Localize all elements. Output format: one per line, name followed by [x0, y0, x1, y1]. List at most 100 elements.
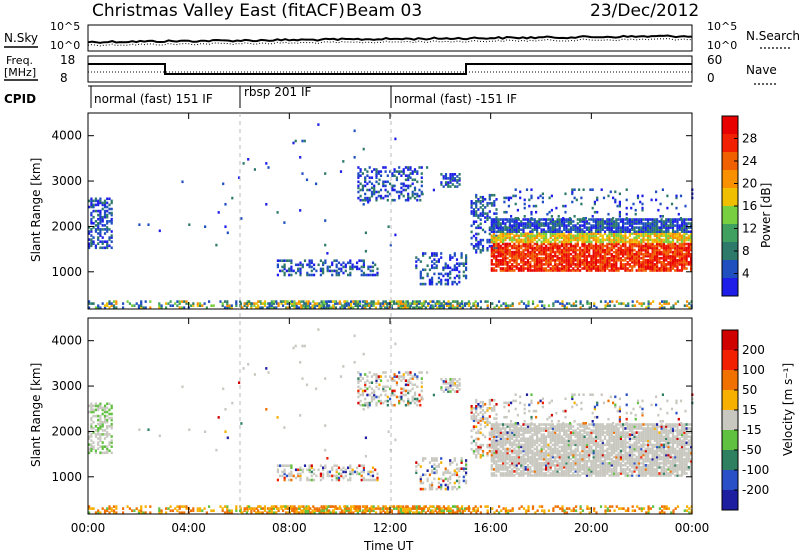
power-cell: [651, 220, 654, 223]
power-cell: [617, 248, 620, 252]
power-cell: [642, 302, 646, 305]
power-cell: [551, 228, 554, 231]
power-cell: [609, 190, 612, 194]
power-cell: [567, 230, 570, 233]
power-cell: [524, 240, 527, 244]
power-cell: [340, 306, 344, 309]
power-cell: [599, 220, 602, 223]
velocity-cell: [99, 404, 102, 408]
power-cell: [502, 267, 505, 270]
power-cell: [593, 210, 596, 214]
velocity-cell: [575, 509, 578, 512]
velocity-cell: [435, 459, 438, 462]
velocity-cell: [370, 505, 373, 508]
velocity-cell: [176, 509, 179, 512]
power-cell: [369, 269, 372, 273]
power-cell: [674, 218, 677, 221]
power-cell: [488, 193, 491, 197]
velocity-cell: [424, 457, 427, 460]
velocity-cell: [99, 439, 102, 442]
velocity-cell: [479, 423, 482, 426]
velocity-cell: [429, 511, 432, 514]
power-cell: [524, 252, 527, 256]
power-cell: [542, 269, 545, 272]
velocity-cell: [454, 511, 457, 514]
power-cell: [375, 198, 378, 202]
power-cell: [481, 200, 485, 203]
velocity-cell: [351, 472, 354, 476]
power-cell: [444, 262, 447, 265]
velocity-cell: [458, 479, 461, 483]
power-cell: [615, 248, 618, 252]
power-cell: [110, 222, 113, 225]
velocity-cell: [343, 505, 346, 508]
velocity-cell: [110, 451, 113, 455]
power-cell: [615, 220, 618, 223]
velocity-cell: [570, 509, 573, 512]
velocity-cell: [277, 507, 280, 510]
power-cell: [511, 263, 514, 266]
power-cell: [687, 244, 690, 248]
power-cell: [508, 248, 511, 252]
power-cell: [669, 250, 672, 254]
velocity-cell: [337, 466, 341, 470]
velocity-cell: [248, 507, 251, 510]
power-cell: [455, 274, 459, 278]
velocity-cell: [492, 431, 496, 434]
power-cell: [106, 222, 109, 225]
power-cell: [685, 259, 688, 262]
velocity-cell: [110, 509, 113, 512]
power-cell: [416, 192, 419, 196]
power-cell: [642, 230, 645, 233]
power-cell: [567, 224, 570, 227]
power-cell: [603, 267, 607, 270]
power-cell: [455, 262, 459, 265]
power-cell: [680, 248, 684, 252]
velocity-cell: [373, 373, 376, 376]
power-cell: [497, 254, 500, 258]
power-cell: [185, 302, 188, 305]
power-cell: [541, 196, 544, 200]
power-cell: [599, 263, 602, 266]
velocity-cell: [90, 402, 93, 406]
power-cell: [590, 267, 593, 270]
velocity-cell: [400, 387, 403, 391]
power-cell: [492, 250, 496, 254]
power-cell: [502, 240, 505, 244]
power-cell: [601, 228, 604, 231]
power-cell: [397, 306, 400, 309]
power-cell: [540, 222, 543, 225]
power-cell: [530, 217, 533, 220]
velocity-cell: [475, 449, 478, 453]
power-cell: [495, 236, 498, 240]
velocity-cell: [92, 447, 95, 450]
velocity-cell: [484, 421, 487, 424]
velocity-cell: [456, 386, 459, 389]
velocity-cell: [352, 505, 355, 508]
power-cell: [409, 166, 412, 169]
nave-label: Nave: [746, 63, 777, 77]
power-cell: [345, 302, 348, 305]
power-cell: [680, 261, 684, 264]
power-cell: [581, 220, 584, 223]
power-cell: [492, 242, 496, 246]
velocity-cell: [308, 478, 311, 482]
power-cell: [477, 247, 480, 250]
power-cell: [524, 248, 527, 252]
power-cell: [601, 246, 604, 250]
power-cell: [442, 306, 445, 309]
velocity-cell: [268, 511, 271, 514]
velocity-cell: [319, 474, 322, 478]
power-cell: [667, 261, 670, 264]
power-cell: [384, 180, 387, 184]
power-cell: [618, 192, 621, 196]
power-cell: [610, 222, 613, 225]
power-cell: [515, 248, 518, 252]
power-cell: [606, 302, 609, 305]
power-cell: [398, 196, 401, 200]
power-cell: [511, 218, 514, 221]
velocity-cell: [312, 505, 315, 508]
power-cell: [88, 226, 91, 229]
power-cell: [622, 226, 625, 229]
power-cell: [506, 232, 509, 235]
